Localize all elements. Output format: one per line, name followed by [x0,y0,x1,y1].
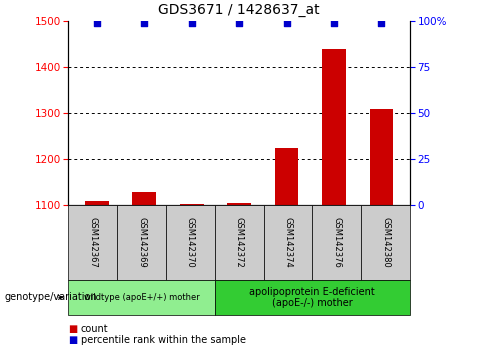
Point [235,20,243,26]
Text: ■: ■ [68,324,78,334]
Text: GSM142374: GSM142374 [284,217,292,268]
Point [188,20,196,26]
Text: GSM142372: GSM142372 [235,217,244,268]
Point [283,20,290,26]
Text: GSM142376: GSM142376 [332,217,341,268]
Text: genotype/variation: genotype/variation [5,292,98,302]
Bar [180,204,203,205]
Point [141,20,148,26]
Text: count: count [81,324,108,334]
Point [93,20,101,26]
Text: GSM142370: GSM142370 [186,217,195,268]
Bar [85,201,109,205]
Bar [275,148,299,205]
Text: GSM142369: GSM142369 [137,217,146,268]
Point [330,20,338,26]
Text: GSM142367: GSM142367 [88,217,97,268]
Text: percentile rank within the sample: percentile rank within the sample [81,335,245,345]
Bar [369,109,393,205]
Point [378,20,386,26]
Title: GDS3671 / 1428637_at: GDS3671 / 1428637_at [158,4,320,17]
Text: GSM142380: GSM142380 [381,217,390,268]
Bar [227,203,251,205]
Text: apolipoprotein E-deficient
(apoE-/-) mother: apolipoprotein E-deficient (apoE-/-) mot… [249,286,375,308]
Bar [132,192,156,205]
Text: ■: ■ [68,335,78,345]
Text: wildtype (apoE+/+) mother: wildtype (apoE+/+) mother [83,293,200,302]
Bar [322,49,346,205]
